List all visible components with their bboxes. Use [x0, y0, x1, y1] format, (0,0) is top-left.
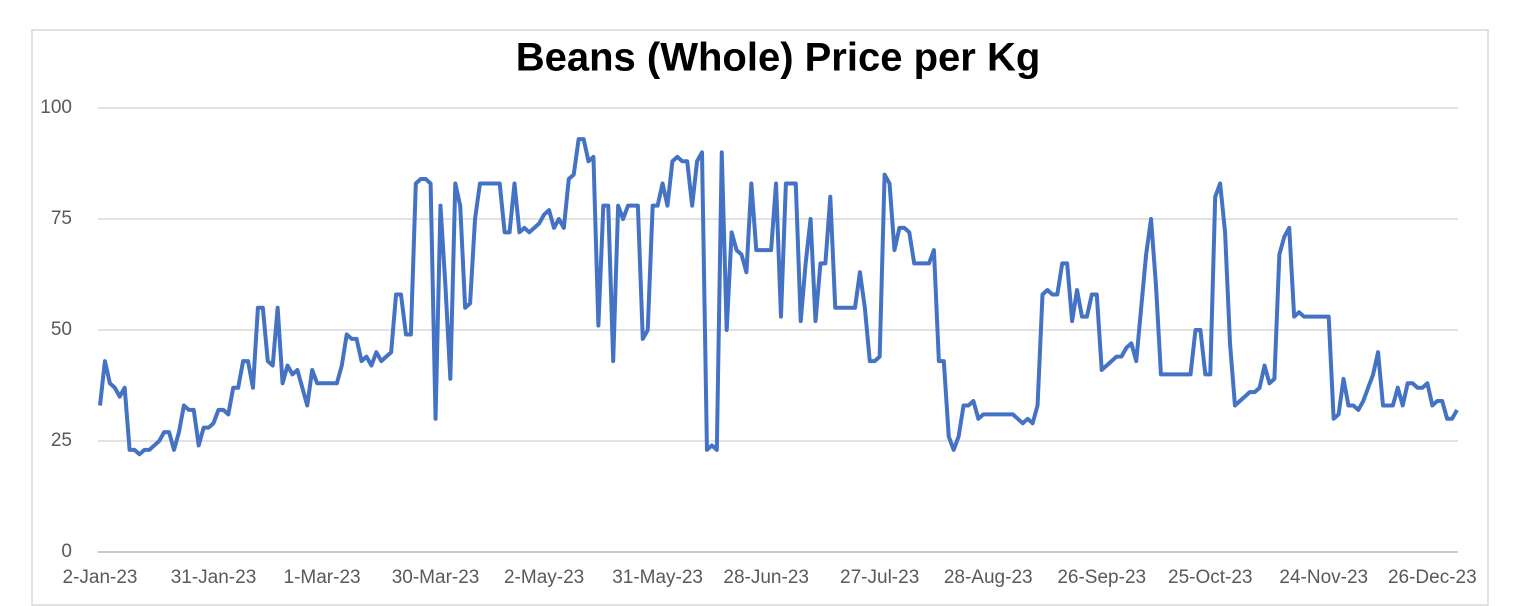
- x-tick-label: 30-Mar-23: [392, 567, 480, 588]
- x-tick-label: 28-Aug-23: [944, 567, 1033, 588]
- x-tick-label: 31-May-23: [612, 567, 703, 588]
- data-line: [98, 137, 1459, 457]
- y-tick-label: 75: [51, 208, 72, 229]
- y-tick-label: 100: [40, 97, 72, 118]
- y-tick-label: 50: [51, 319, 72, 340]
- x-tick-label: 27-Jul-23: [840, 567, 919, 588]
- x-tick-label: 26-Sep-23: [1057, 567, 1146, 588]
- x-tick-label: 2-Jan-23: [63, 567, 138, 588]
- y-tick-label: 25: [51, 430, 72, 451]
- x-tick-label: 31-Jan-23: [171, 567, 257, 588]
- x-tick-label: 2-May-23: [504, 567, 584, 588]
- x-tick-label: 28-Jun-23: [723, 567, 809, 588]
- x-tick-label: 24-Nov-23: [1279, 567, 1368, 588]
- chart-title: Beans (Whole) Price per Kg: [516, 36, 1041, 80]
- x-tick-label: 25-Oct-23: [1168, 567, 1252, 588]
- y-tick-label: 0: [61, 541, 72, 562]
- x-tick-label: 1-Mar-23: [284, 567, 361, 588]
- x-tick-label: 26-Dec-23: [1388, 567, 1477, 588]
- chart-border: [31, 29, 1489, 606]
